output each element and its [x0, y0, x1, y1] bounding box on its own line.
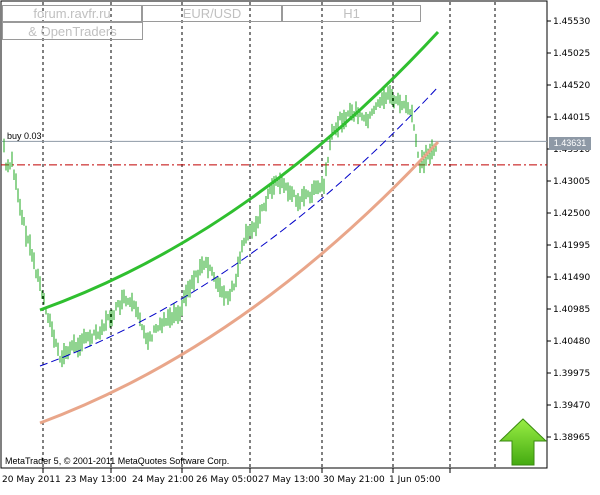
price-axis[interactable]: 1.45530 1.45025 1.44520 1.44015 1.43510 1.430… [547, 17, 590, 443]
order-line-label: buy 0.03 [7, 131, 42, 141]
copyright-text: MetaTrader 5, © 2001-2011 MetaQuotes Sof… [5, 456, 230, 466]
y-tick-label: 1.44015 [553, 113, 590, 123]
x-tick-label: 26 May 05:00 [196, 475, 258, 485]
plot-frame [0, 0, 548, 469]
upper-channel-line [39, 30, 440, 312]
time-axis[interactable]: 20 May 2011 23 May 13:00 24 May 21:00 26 Ma… [2, 468, 451, 485]
x-tick-label: 20 May 2011 [2, 475, 61, 485]
x-tick-label: 24 May 21:00 [132, 475, 194, 485]
y-tick-label: 1.44520 [553, 81, 590, 91]
regression-channel [39, 30, 440, 425]
current-price-tag: 1.43631 [549, 137, 591, 150]
y-tick-label: 1.45025 [553, 49, 590, 59]
y-tick-label: 1.41490 [553, 273, 590, 283]
header-symbol: EUR/USD [142, 5, 282, 22]
y-tick-label: 1.39975 [553, 369, 590, 379]
y-tick-label: 1.39470 [553, 401, 590, 411]
x-tick-label: 30 May 21:00 [323, 475, 385, 485]
mid-channel-line [39, 86, 439, 367]
horizontal-lines [1, 140, 547, 166]
y-tick-label: 1.43510 [553, 145, 590, 155]
y-tick-label: 1.40985 [553, 305, 590, 315]
x-tick-label: 1 Jun 05:00 [389, 475, 441, 485]
candles [3, 85, 437, 368]
vertical-grid [42, 2, 496, 467]
up-arrow-icon [498, 418, 548, 466]
header-subtitle: & OpenTraders [2, 22, 143, 40]
y-tick-label: 1.43005 [553, 177, 590, 187]
y-tick-label: 1.41995 [553, 241, 590, 251]
header-timeframe: H1 [282, 5, 421, 22]
header-source: forum.ravfr.ru [2, 5, 142, 22]
y-tick-label: 1.40480 [553, 337, 590, 347]
x-tick-label: 27 May 13:00 [258, 475, 320, 485]
lower-channel-line [39, 140, 440, 425]
y-tick-label: 1.42500 [553, 209, 590, 219]
y-tick-label: 1.38965 [553, 433, 590, 443]
y-tick-label: 1.45530 [553, 17, 590, 27]
x-tick-label: 23 May 13:00 [65, 475, 127, 485]
